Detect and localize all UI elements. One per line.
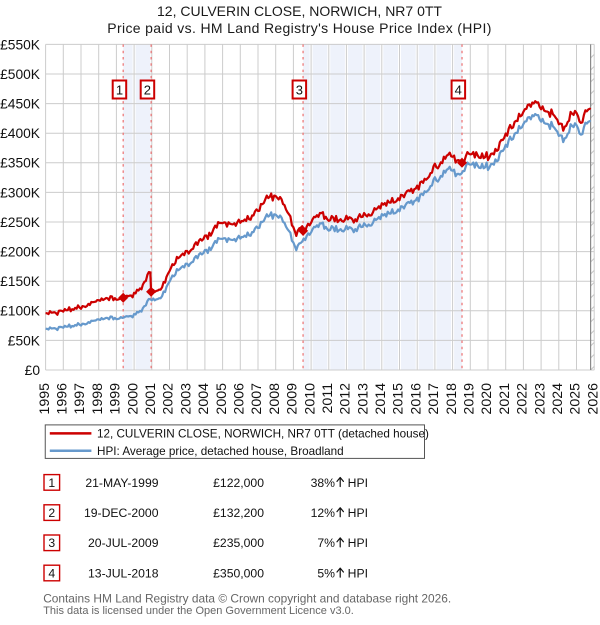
svg-text:£450K: £450K (0, 97, 41, 112)
svg-text:2023: 2023 (532, 383, 548, 415)
svg-text:£300K: £300K (0, 185, 41, 200)
svg-text:2026: 2026 (585, 383, 600, 415)
svg-text:12, CULVERIN CLOSE, NORWICH, N: 12, CULVERIN CLOSE, NORWICH, NR7 0TT (de… (97, 428, 429, 441)
svg-text:2009: 2009 (285, 383, 301, 415)
svg-text:3: 3 (48, 536, 55, 550)
svg-text:1: 1 (48, 476, 55, 490)
svg-text:£200K: £200K (0, 245, 41, 260)
svg-text:5%: 5% (317, 566, 335, 580)
svg-text:2006: 2006 (232, 383, 248, 415)
svg-text:7%: 7% (317, 536, 335, 550)
svg-text:Contains HM Land Registry data: Contains HM Land Registry data © Crown c… (43, 592, 451, 606)
svg-text:£250K: £250K (0, 215, 41, 230)
svg-text:HPI: HPI (348, 476, 368, 490)
svg-text:2010: 2010 (302, 383, 318, 415)
svg-text:12, CULVERIN CLOSE, NORWICH, N: 12, CULVERIN CLOSE, NORWICH, NR7 0TT (157, 3, 442, 19)
svg-text:Price paid vs. HM Land Registr: Price paid vs. HM Land Registry's House … (107, 20, 491, 36)
svg-text:£122,000: £122,000 (213, 476, 264, 490)
svg-text:2001: 2001 (143, 383, 159, 415)
svg-text:£500K: £500K (0, 67, 41, 82)
svg-text:£150K: £150K (0, 274, 41, 289)
svg-text:13-JUL-2018: 13-JUL-2018 (88, 566, 159, 580)
svg-text:2025: 2025 (568, 383, 584, 415)
svg-text:HPI: HPI (348, 536, 368, 550)
svg-text:2: 2 (144, 83, 151, 98)
svg-text:12%: 12% (311, 506, 336, 520)
svg-text:£50K: £50K (8, 333, 41, 348)
svg-text:2004: 2004 (196, 383, 212, 415)
svg-text:1: 1 (116, 83, 123, 98)
svg-text:2015: 2015 (391, 383, 407, 415)
svg-text:2020: 2020 (479, 383, 495, 415)
svg-text:2013: 2013 (355, 383, 371, 415)
svg-text:1997: 1997 (72, 383, 88, 415)
svg-text:HPI: Average price, detached h: HPI: Average price, detached house, Broa… (97, 445, 344, 458)
svg-text:1995: 1995 (37, 383, 53, 415)
svg-text:21-MAY-1999: 21-MAY-1999 (85, 476, 158, 490)
svg-text:20-JUL-2009: 20-JUL-2009 (88, 536, 159, 550)
svg-text:£350,000: £350,000 (213, 566, 264, 580)
svg-text:£350K: £350K (0, 156, 41, 171)
svg-text:HPI: HPI (348, 506, 368, 520)
svg-text:2002: 2002 (161, 383, 177, 415)
svg-text:3: 3 (296, 83, 303, 98)
svg-text:£400K: £400K (0, 126, 41, 141)
svg-text:4: 4 (48, 566, 55, 580)
svg-text:2022: 2022 (515, 383, 531, 415)
svg-text:2018: 2018 (444, 383, 460, 415)
svg-text:1998: 1998 (90, 383, 106, 415)
svg-text:2007: 2007 (249, 383, 265, 415)
svg-text:2024: 2024 (550, 383, 566, 415)
svg-text:2000: 2000 (125, 383, 141, 415)
svg-text:£235,000: £235,000 (213, 536, 264, 550)
svg-text:2016: 2016 (408, 383, 424, 415)
svg-text:2003: 2003 (178, 383, 194, 415)
svg-text:2008: 2008 (267, 383, 283, 415)
svg-text:£100K: £100K (0, 304, 41, 319)
svg-text:2: 2 (48, 506, 55, 520)
svg-text:2014: 2014 (373, 383, 389, 415)
svg-text:4: 4 (455, 83, 462, 98)
svg-text:This data is licensed under th: This data is licensed under the Open Gov… (43, 605, 354, 617)
svg-text:1999: 1999 (108, 383, 124, 415)
svg-text:£550K: £550K (0, 37, 41, 52)
svg-text:2005: 2005 (214, 383, 230, 415)
svg-text:HPI: HPI (348, 566, 368, 580)
svg-text:2021: 2021 (497, 383, 513, 415)
svg-text:2011: 2011 (320, 383, 336, 414)
svg-text:£132,200: £132,200 (213, 506, 264, 520)
svg-text:19-DEC-2000: 19-DEC-2000 (84, 506, 159, 520)
svg-text:1996: 1996 (55, 383, 71, 415)
svg-text:2012: 2012 (338, 383, 354, 415)
svg-text:38%: 38% (311, 476, 336, 490)
svg-text:2017: 2017 (426, 383, 442, 415)
svg-text:£0: £0 (25, 363, 41, 378)
svg-text:2019: 2019 (462, 383, 478, 415)
